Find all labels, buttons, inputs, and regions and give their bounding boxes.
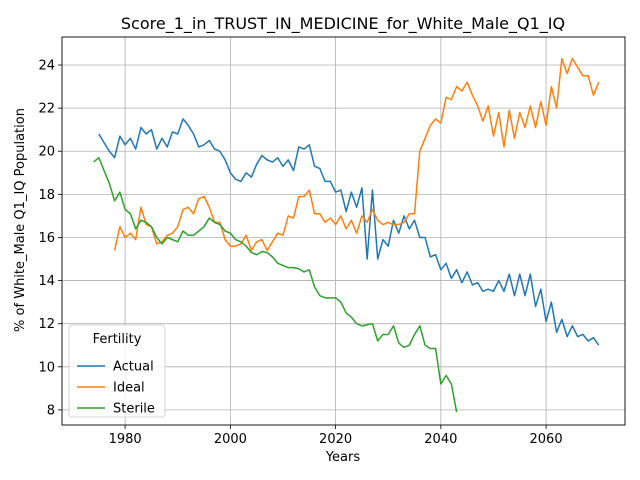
y-tick-label: 10 — [38, 360, 55, 375]
y-tick-label: 14 — [38, 274, 55, 289]
series-lines — [93, 57, 600, 413]
x-axis-label: Years — [325, 450, 361, 465]
legend-label-actual: Actual — [113, 360, 154, 375]
y-tick-label: 16 — [38, 231, 55, 246]
series-line-actual — [98, 118, 600, 346]
y-tick-label: 12 — [38, 317, 55, 332]
y-tick-label: 20 — [38, 145, 55, 160]
plot-frame — [61, 36, 626, 426]
legend-box — [68, 324, 166, 418]
legend-label-ideal: Ideal — [113, 381, 145, 396]
series-line-sterile — [93, 156, 458, 413]
y-axis-label: % of White_Male Q1_IQ Population — [13, 108, 28, 332]
y-tick-label: 24 — [38, 59, 55, 74]
x-axis-ticks: 1980 2000 2020 2040 2060 — [109, 425, 563, 447]
grid — [62, 37, 625, 425]
x-tick-label: 2040 — [424, 432, 457, 447]
series-line-ideal — [113, 57, 600, 252]
legend: Fertility Actual Ideal Sterile — [68, 324, 166, 418]
y-tick-label: 18 — [38, 188, 55, 203]
x-tick-label: 2060 — [530, 432, 563, 447]
x-tick-label: 2020 — [319, 432, 352, 447]
x-tick-label: 1980 — [109, 432, 142, 447]
legend-label-sterile: Sterile — [113, 402, 155, 417]
y-axis-ticks: 8 10 12 14 16 18 20 22 24 — [38, 59, 62, 418]
y-tick-label: 22 — [38, 102, 55, 117]
x-tick-label: 2000 — [214, 432, 247, 447]
chart-title: Score_1_in_TRUST_IN_MEDICINE_for_White_M… — [121, 14, 565, 34]
y-tick-label: 8 — [47, 403, 55, 418]
legend-title: Fertility — [93, 332, 142, 347]
